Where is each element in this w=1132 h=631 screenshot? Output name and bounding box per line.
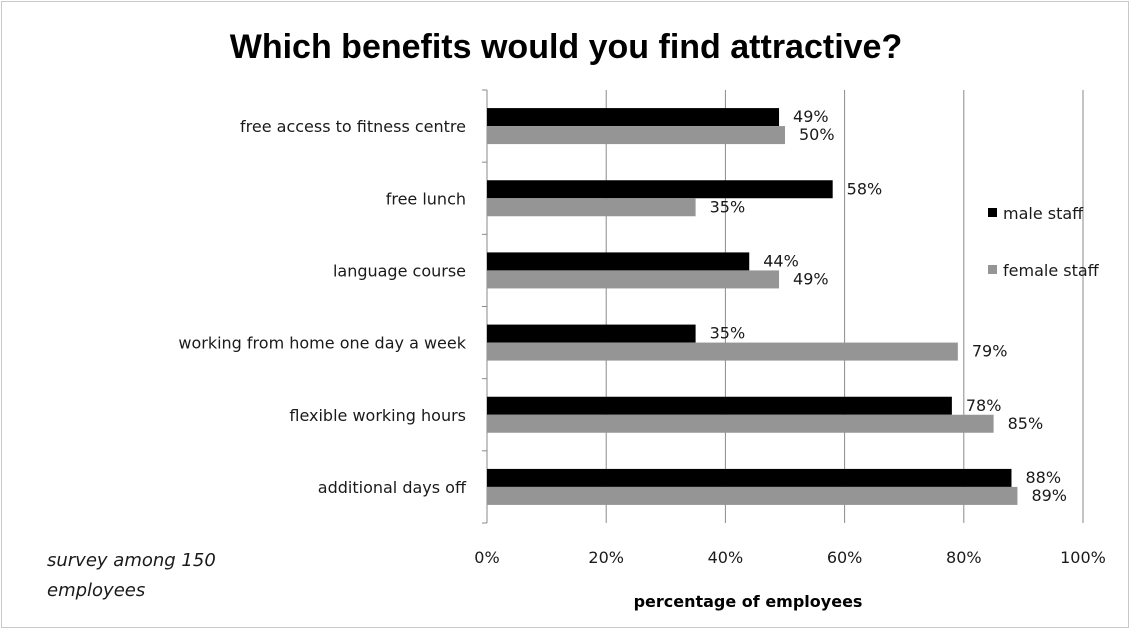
bars-group [487,108,1018,505]
chart-title: Which benefits would you find attractive… [230,28,902,66]
category-label-working-from-home-one-day-a-week: working from home one day a week [178,334,466,353]
legend-label-female-staff: female staff [1003,261,1100,280]
category-label-additional-days-off: additional days off [318,478,467,497]
grid-lines [482,89,1084,524]
category-label-free-access-to-fitness-centre: free access to fitness centre [240,117,466,136]
data-label-male-staff-flexible-working-hours: 78% [966,396,1002,415]
bar-male-staff-flexible-working-hours [487,396,952,415]
category-label-language-course: language course [333,261,466,280]
bar-male-staff-working-from-home-one-day-a-week [487,324,696,343]
data-label-female-staff-additional-days-off: 89% [1031,486,1067,505]
legend-label-male-staff: male staff [1003,204,1084,223]
category-label-flexible-working-hours: flexible working hours [289,406,466,425]
bar-female-staff-working-from-home-one-day-a-week [487,342,958,361]
x-tick-label: 60% [827,548,863,567]
data-label-male-staff-free-lunch: 58% [847,179,883,198]
data-label-male-staff-language-course: 44% [763,251,799,270]
x-tick-label: 40% [708,548,744,567]
data-label-male-staff-additional-days-off: 88% [1025,468,1061,487]
labels-group: 0% 20% 40% 60% 80% 100% free access to fitness… [178,107,1106,567]
x-tick-label: 100% [1060,548,1106,567]
data-label-male-staff-working-from-home-one-day-a-week: 35% [710,324,746,343]
bar-male-staff-additional-days-off [487,468,1012,487]
legend: male staff female staff [988,204,1100,280]
bar-male-staff-free-access-to-fitness-centre [487,108,780,127]
data-label-female-staff-language-course: 49% [793,269,829,288]
bar-male-staff-free-lunch [487,180,833,199]
survey-note-line-1: survey among 150 [47,550,216,571]
legend-swatch-male-staff [988,208,997,217]
bar-female-staff-free-lunch [487,198,696,217]
x-tick-label: 80% [946,548,982,567]
bar-female-staff-free-access-to-fitness-centre [487,126,785,145]
bar-male-staff-language-course [487,252,750,271]
data-label-male-staff-free-access-to-fitness-centre: 49% [793,107,829,126]
legend-swatch-female-staff [988,265,997,274]
category-label-free-lunch: free lunch [386,189,466,208]
x-tick-label: 20% [588,548,624,567]
bar-female-staff-language-course [487,270,780,289]
data-label-female-staff-flexible-working-hours: 85% [1008,414,1044,433]
bar-female-staff-flexible-working-hours [487,414,994,433]
data-label-female-staff-free-access-to-fitness-centre: 50% [799,125,835,144]
survey-note-line-2: employees [47,580,145,601]
data-label-female-staff-working-from-home-one-day-a-week: 79% [972,342,1008,361]
x-tick-label: 0% [474,548,499,567]
bar-female-staff-additional-days-off [487,486,1018,505]
x-axis-label: percentage of employees [634,592,863,611]
data-label-female-staff-free-lunch: 35% [710,197,746,216]
